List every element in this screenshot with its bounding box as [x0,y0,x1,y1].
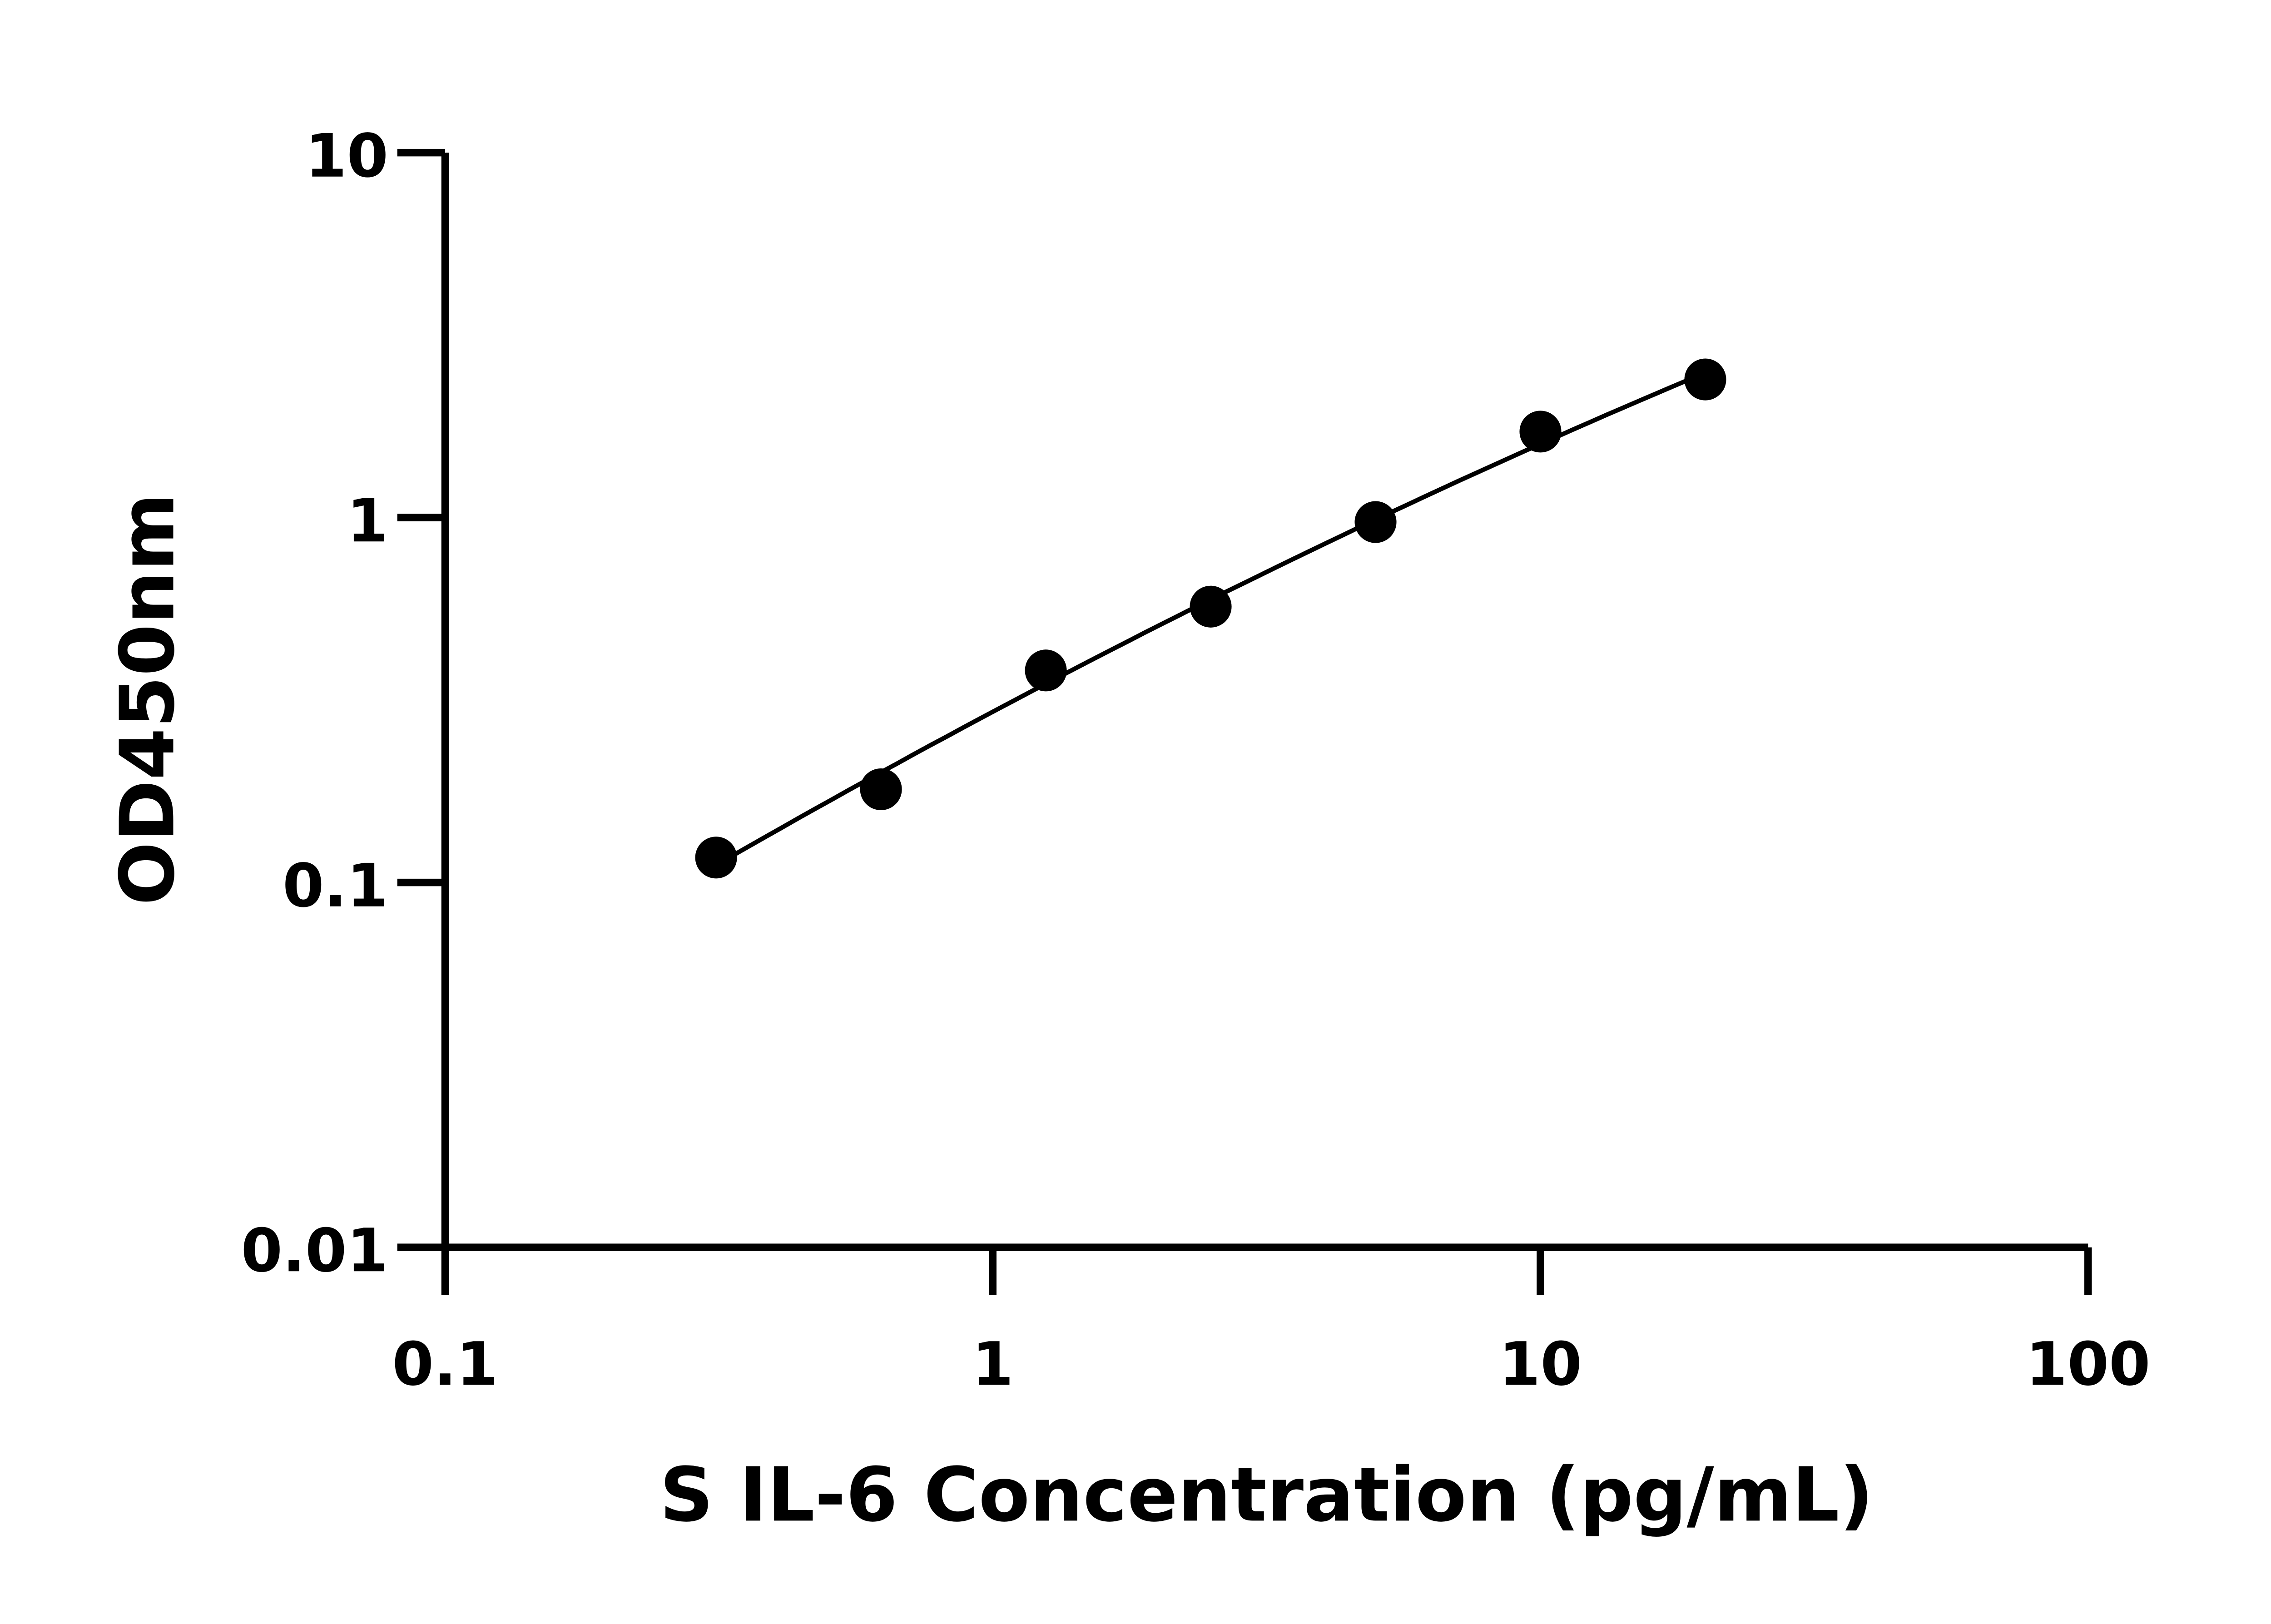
x-tick-label: 0.1 [392,1330,498,1399]
data-point [1354,501,1397,543]
x-tick-label: 100 [2026,1330,2151,1399]
data-point [1025,649,1067,692]
x-axis-label: S IL-6 Concentration (pg/mL) [659,1451,1874,1538]
y-ticks: 0.01 0.1 1 10 [241,122,389,1286]
data-point [1684,358,1726,401]
y-tick-label: 1 [347,486,388,556]
data-point [1519,411,1562,453]
data-point [1190,585,1232,628]
x-tick-label: 10 [1499,1330,1582,1399]
x-tick-label: 1 [972,1330,1014,1399]
data-point [860,768,902,811]
y-tick-label: 10 [305,122,388,191]
x-ticks: 0.1 1 10 100 [392,1330,2150,1399]
data-points [695,358,1726,879]
y-tick-label: 0.1 [283,852,388,921]
data-point [695,837,737,879]
y-axis-label: OD450nm [104,493,191,906]
axes [397,149,2092,1295]
y-tick-label: 0.01 [241,1216,389,1286]
